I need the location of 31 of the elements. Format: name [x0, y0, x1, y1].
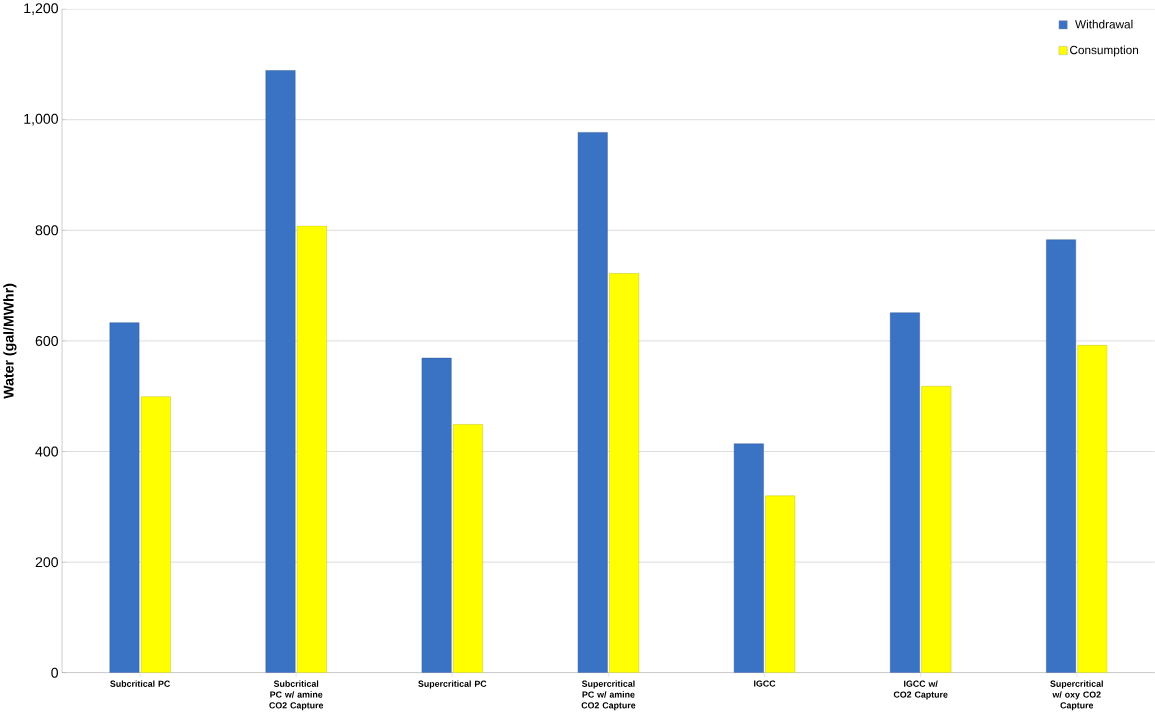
y-tick-label: 600 — [35, 335, 59, 346]
x-tick-label: IGCC — [754, 680, 776, 687]
bar — [1046, 239, 1076, 673]
bar — [733, 443, 764, 673]
y-tick-label: 800 — [35, 225, 59, 236]
bar — [140, 396, 171, 673]
bar — [890, 312, 920, 673]
y-axis-title: Water (gal/MWhr) — [3, 283, 17, 399]
x-tick-label: Subcritical PC — [110, 680, 171, 687]
bar — [765, 495, 796, 673]
x-tick-label: Subcritical PC w/ amine CO2 Capture — [269, 680, 324, 710]
bar — [421, 357, 452, 673]
bar — [577, 131, 608, 673]
y-tick-label: 1,200 — [24, 3, 59, 15]
bar — [296, 225, 327, 673]
bar — [609, 273, 640, 673]
x-tick-label: Supercritical w/ oxy CO2 Capture — [1050, 680, 1103, 710]
legend-label: Consumption — [1070, 45, 1139, 57]
bar — [921, 385, 952, 673]
bar — [265, 70, 296, 673]
legend-label: Withdrawal — [1075, 19, 1133, 29]
y-tick-label: 0 — [51, 667, 59, 678]
y-tick-label: 1,000 — [24, 113, 59, 126]
bar — [1077, 344, 1108, 673]
y-tick-label: 200 — [35, 556, 59, 567]
x-tick-label: IGCC w/ CO2 Capture — [893, 680, 948, 700]
bar — [453, 423, 483, 673]
y-tick-label: 400 — [35, 446, 59, 457]
x-tick-label: Supercritical PC — [418, 680, 487, 689]
x-tick-label: Supercritical PC w/ amine CO2 Capture — [581, 680, 636, 710]
bar — [109, 322, 140, 673]
